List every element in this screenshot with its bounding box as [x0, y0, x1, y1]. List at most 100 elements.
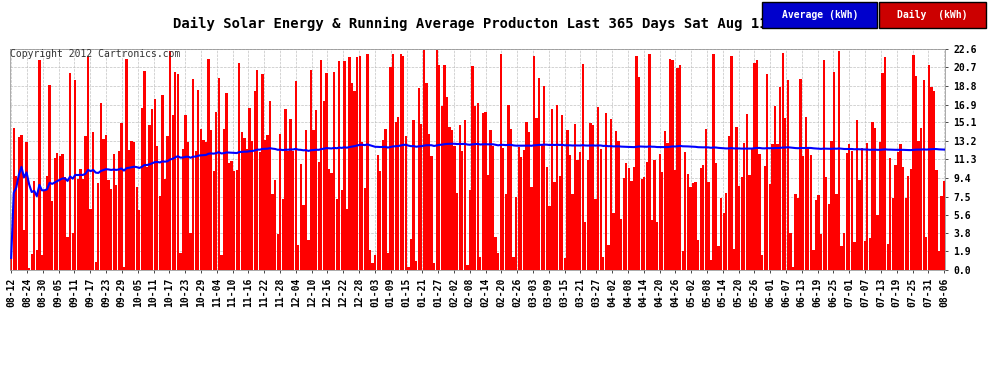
Bar: [207, 59, 210, 270]
Bar: [223, 129, 225, 270]
Bar: [520, 157, 523, 270]
Bar: [28, 268, 31, 270]
Bar: [453, 146, 455, 270]
Bar: [692, 183, 694, 270]
Bar: [438, 65, 441, 270]
Bar: [628, 168, 630, 270]
Bar: [731, 56, 733, 270]
Bar: [328, 170, 331, 270]
Bar: [507, 105, 510, 270]
Bar: [887, 244, 889, 270]
Bar: [710, 260, 712, 270]
Bar: [650, 219, 653, 270]
Bar: [636, 56, 638, 270]
Bar: [492, 146, 494, 270]
Bar: [653, 160, 655, 270]
Bar: [548, 206, 550, 270]
Bar: [787, 80, 789, 270]
Bar: [305, 130, 307, 270]
Bar: [802, 156, 804, 270]
Bar: [874, 128, 876, 270]
Bar: [625, 163, 628, 270]
Bar: [738, 186, 741, 270]
Bar: [794, 194, 797, 270]
Bar: [718, 246, 720, 270]
Bar: [925, 237, 928, 270]
Bar: [428, 134, 430, 270]
Bar: [46, 176, 49, 270]
Bar: [845, 153, 847, 270]
Bar: [561, 115, 563, 270]
Bar: [902, 166, 904, 270]
Bar: [579, 152, 581, 270]
Bar: [592, 125, 594, 270]
Bar: [538, 78, 541, 270]
Bar: [848, 144, 850, 270]
Bar: [763, 166, 766, 270]
Bar: [631, 181, 633, 270]
Bar: [600, 149, 602, 270]
Bar: [323, 101, 325, 270]
Bar: [120, 123, 123, 270]
Bar: [605, 113, 607, 270]
Bar: [228, 163, 231, 270]
Bar: [815, 200, 817, 270]
Bar: [100, 103, 102, 270]
Bar: [671, 60, 673, 270]
Bar: [284, 109, 286, 270]
Bar: [761, 255, 763, 270]
Bar: [502, 148, 505, 270]
Bar: [363, 188, 366, 270]
Bar: [218, 78, 220, 270]
Bar: [697, 240, 699, 270]
Bar: [350, 83, 353, 270]
Bar: [105, 135, 107, 270]
Bar: [784, 118, 786, 270]
Bar: [471, 66, 473, 270]
Bar: [141, 108, 144, 270]
Bar: [161, 95, 163, 270]
Bar: [858, 180, 860, 270]
Bar: [479, 257, 481, 270]
Bar: [446, 98, 448, 270]
Bar: [239, 63, 241, 270]
Bar: [220, 255, 223, 270]
Bar: [482, 114, 484, 270]
Bar: [33, 181, 36, 270]
Bar: [51, 201, 53, 270]
Bar: [102, 138, 105, 270]
Bar: [556, 105, 558, 270]
Bar: [892, 198, 894, 270]
Bar: [431, 156, 433, 270]
Bar: [923, 80, 925, 270]
Bar: [405, 136, 407, 270]
Bar: [87, 56, 89, 270]
Bar: [884, 57, 886, 270]
Bar: [833, 72, 836, 270]
Bar: [320, 60, 323, 270]
Bar: [448, 127, 450, 270]
Bar: [169, 51, 171, 270]
Bar: [146, 167, 148, 270]
Bar: [510, 129, 512, 270]
Bar: [336, 198, 338, 270]
Bar: [818, 195, 820, 270]
Bar: [469, 190, 471, 270]
Bar: [287, 151, 289, 270]
Bar: [63, 177, 66, 270]
Bar: [256, 70, 258, 270]
Bar: [197, 90, 199, 270]
Bar: [236, 170, 238, 270]
Bar: [550, 109, 553, 270]
Bar: [681, 251, 684, 270]
Bar: [715, 162, 717, 270]
Bar: [231, 161, 233, 270]
Bar: [279, 134, 281, 270]
Bar: [413, 120, 415, 270]
Bar: [195, 151, 197, 270]
Bar: [723, 213, 725, 270]
Bar: [850, 151, 853, 270]
Bar: [97, 183, 99, 270]
Bar: [192, 80, 194, 270]
Bar: [663, 131, 666, 270]
